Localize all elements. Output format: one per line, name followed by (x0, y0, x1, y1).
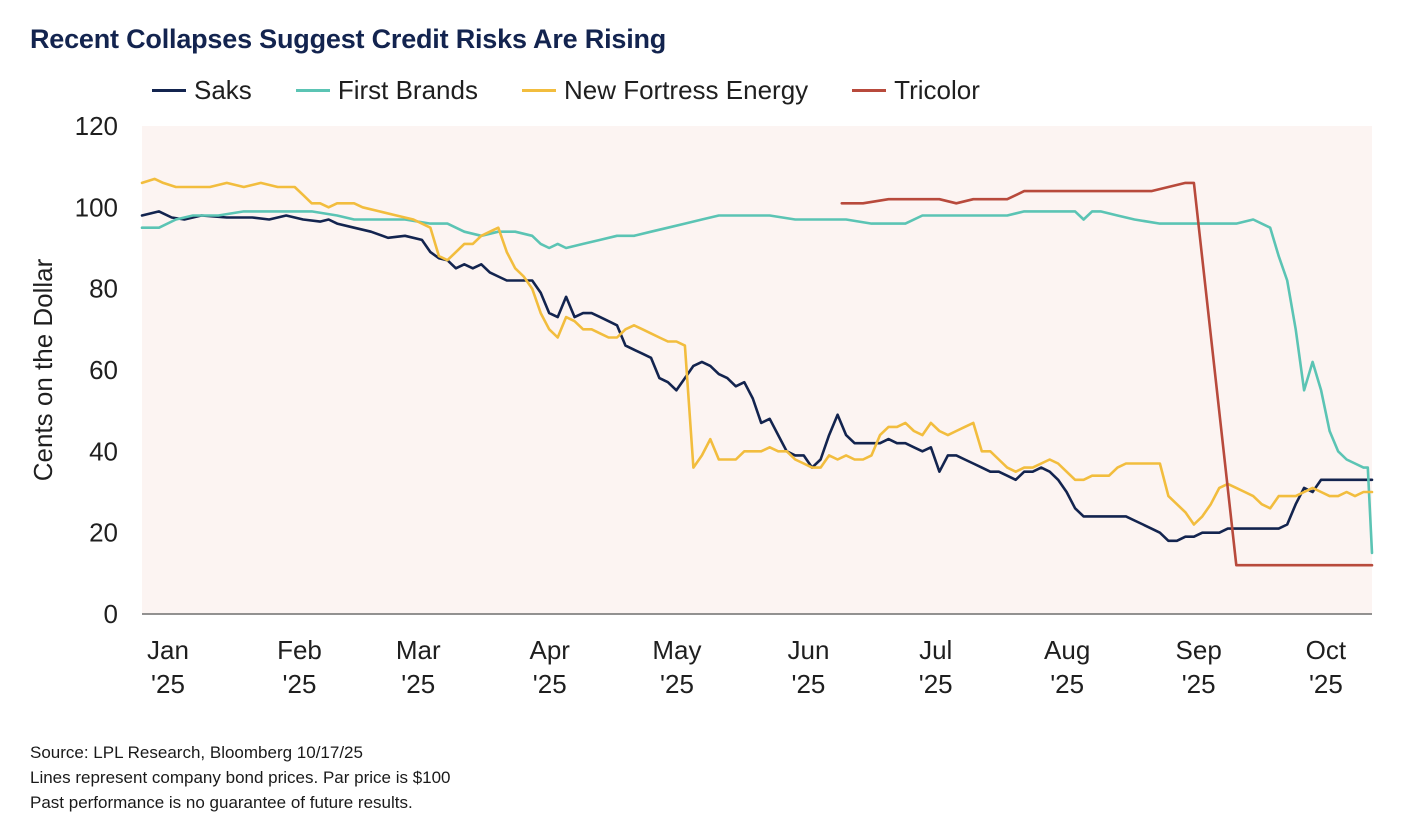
x-tick-month-label: Feb (277, 635, 322, 665)
line-chart: 0 20 40 60 80 100 120 Cents on the Dollar Jan '25… (28, 111, 1374, 699)
footnotes: Source: LPL Research, Bloomberg 10/17/25… (30, 740, 451, 815)
legend-label: Tricolor (894, 74, 980, 105)
x-tick-year-label: '25 (283, 669, 317, 699)
legend-swatch (852, 88, 887, 92)
x-tick-month-label: Aug (1044, 635, 1090, 665)
x-tick-year-label: '25 (1050, 669, 1084, 699)
legend-label: New Fortress Energy (563, 74, 809, 105)
y-tick-label: 60 (89, 355, 118, 385)
x-tick-month-label: Apr (529, 635, 570, 665)
x-tick-year-label: '25 (533, 669, 567, 699)
x-tick-month-label: Sep (1176, 635, 1222, 665)
series-line-first-brands (140, 210, 1374, 555)
x-tick-year-label: '25 (1309, 669, 1343, 699)
legend-item-first-brands: First Brands (295, 74, 478, 106)
x-tick-month-label: Jan (147, 635, 189, 665)
x-tick-month-label: Oct (1306, 635, 1347, 665)
y-tick-label: 100 (75, 192, 118, 222)
legend-swatch (152, 88, 186, 92)
y-tick-label: 80 (89, 274, 118, 304)
legend-label: Saks (194, 74, 252, 105)
legend-item-new-fortress-energy: New Fortress Energy (521, 74, 809, 106)
y-tick-label: 0 (104, 599, 118, 629)
x-tick-month-label: May (652, 635, 701, 665)
y-axis-title: Cents on the Dollar (28, 258, 58, 481)
series-line-saks (140, 210, 1374, 543)
x-tick-year-label: '25 (660, 669, 694, 699)
y-tick-label: 40 (89, 436, 118, 466)
legend-label: First Brands (337, 74, 478, 105)
legend-item-tricolor: Tricolor (852, 75, 980, 106)
series-line-new-fortress-energy (140, 177, 1374, 526)
x-tick-month-label: Mar (396, 635, 441, 665)
legend-item-saks: Saks (152, 75, 252, 106)
x-tick-month-label: Jun (787, 635, 829, 665)
disclaimer-note: Past performance is no guarantee of futu… (30, 793, 413, 812)
x-tick-year-label: '25 (151, 669, 185, 699)
series-line-tricolor (840, 181, 1374, 567)
legend-swatch (521, 88, 556, 92)
x-tick-year-label: '25 (792, 669, 826, 699)
x-tick-year-label: '25 (401, 669, 435, 699)
y-tick-label: 120 (75, 111, 118, 141)
x-tick-year-label: '25 (1182, 669, 1216, 699)
x-tick-year-label: '25 (919, 669, 953, 699)
chart-title: Recent Collapses Suggest Credit Risks Ar… (30, 24, 667, 54)
methodology-note: Lines represent company bond prices. Par… (30, 768, 451, 787)
chart-legend: Saks First Brands New Fortress Energy Trico… (152, 72, 1024, 108)
plot-area (142, 126, 1372, 614)
legend-swatch (295, 88, 330, 92)
x-tick-month-label: Jul (919, 635, 952, 665)
source-note: Source: LPL Research, Bloomberg 10/17/25 (30, 743, 363, 762)
y-tick-label: 20 (89, 518, 118, 548)
